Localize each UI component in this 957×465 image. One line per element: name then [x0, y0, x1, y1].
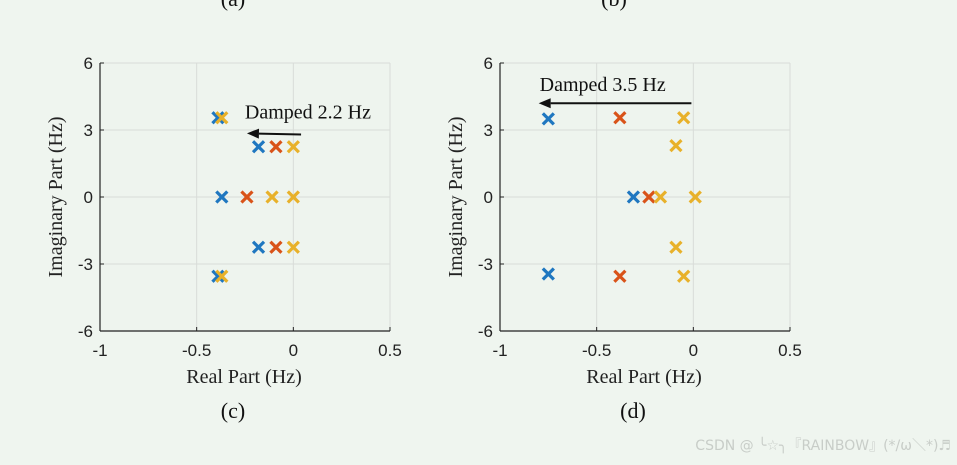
- chart1-annotation-arrow: [538, 98, 692, 109]
- chart0-point-red-0: [269, 140, 283, 154]
- chart1-xtick-label-0: -1: [492, 341, 507, 360]
- chart0-xtick-label-3: 0.5: [378, 341, 402, 360]
- chart0-point-yellow-2: [265, 190, 279, 204]
- chart-d: -1 -0.5 0 0.5 6 3 0 -3 -6 Real Part (Hz) Imaginary…: [445, 54, 802, 423]
- header-label-b: (b): [601, 0, 627, 11]
- chart1-point-red-0: [613, 111, 627, 125]
- chart0-point-blue-4: [211, 269, 225, 283]
- chart0-xtick-label-0: -1: [92, 341, 107, 360]
- chart0-point-blue-2: [215, 190, 229, 204]
- chart1-ytick-label-0: 6: [484, 54, 493, 73]
- chart0-point-red-2: [269, 240, 283, 254]
- chart1-point-yellow-5: [677, 269, 691, 283]
- chart1-point-red-1: [642, 190, 656, 204]
- chart1-annotation-text: Damped 3.5 Hz: [540, 74, 666, 96]
- watermark: CSDN @ ╰☆╮『RAINBOW』(*/ω＼*)♬: [695, 438, 951, 454]
- chart1-point-blue-0: [541, 112, 555, 126]
- chart1-point-blue-2: [541, 267, 555, 281]
- chart1-point-yellow-4: [669, 240, 683, 254]
- chart0-ytick-label-1: 3: [84, 121, 93, 140]
- chart1-ytick-label-2: 0: [484, 188, 493, 207]
- chart0-point-yellow-3: [286, 190, 300, 204]
- chart1-caption: (d): [620, 398, 646, 423]
- chart0-ytick-label-4: -6: [78, 322, 93, 341]
- chart1-ytick-label-4: -6: [478, 322, 493, 341]
- chart1-ylabel: Imaginary Part (Hz): [445, 116, 467, 277]
- chart0-xlabel: Real Part (Hz): [186, 366, 302, 388]
- chart1-point-yellow-2: [653, 190, 668, 204]
- chart1-point-blue-1: [626, 190, 641, 204]
- chart0-ylabel: Imaginary Part (Hz): [45, 116, 67, 277]
- chart0-ytick-label-3: -3: [78, 255, 93, 274]
- chart-c: -1 -0.5 0 0.5 6 3 0 -3 -6 Real Part (Hz) Imaginary…: [45, 54, 402, 423]
- chart0-annotation-arrow: [246, 128, 302, 139]
- chart1-point-yellow-3: [688, 190, 702, 204]
- chart0-caption: (c): [221, 398, 245, 423]
- chart0-point-yellow-5: [215, 269, 229, 283]
- chart0-ytick-label-2: 0: [84, 188, 93, 207]
- chart0-point-yellow-1: [286, 140, 300, 154]
- chart0-xtick-label-2: 0: [289, 341, 298, 360]
- chart1-ytick-label-3: -3: [478, 255, 493, 274]
- chart1-xtick-label-3: 0.5: [778, 341, 802, 360]
- chart1-point-yellow-0: [677, 111, 691, 125]
- chart0-ytick-label-0: 6: [84, 54, 93, 73]
- chart0-point-yellow-4: [286, 240, 300, 254]
- chart1-ytick-label-1: 3: [484, 121, 493, 140]
- chart1-xtick-label-1: -0.5: [582, 341, 611, 360]
- chart0-xtick-label-1: -0.5: [182, 341, 211, 360]
- chart0-annotation-text: Damped 2.2 Hz: [245, 101, 371, 123]
- chart1-xtick-label-2: 0: [689, 341, 698, 360]
- chart0-point-blue-0: [211, 111, 225, 125]
- chart0-point-blue-1: [251, 140, 266, 154]
- chart0-point-red-1: [240, 190, 254, 204]
- chart0-point-blue-3: [251, 240, 266, 254]
- chart1-point-red-2: [613, 269, 627, 283]
- chart1-point-yellow-1: [669, 139, 683, 153]
- chart1-xlabel: Real Part (Hz): [586, 366, 702, 388]
- chart0-point-yellow-0: [215, 111, 229, 125]
- header-label-a: (a): [221, 0, 245, 11]
